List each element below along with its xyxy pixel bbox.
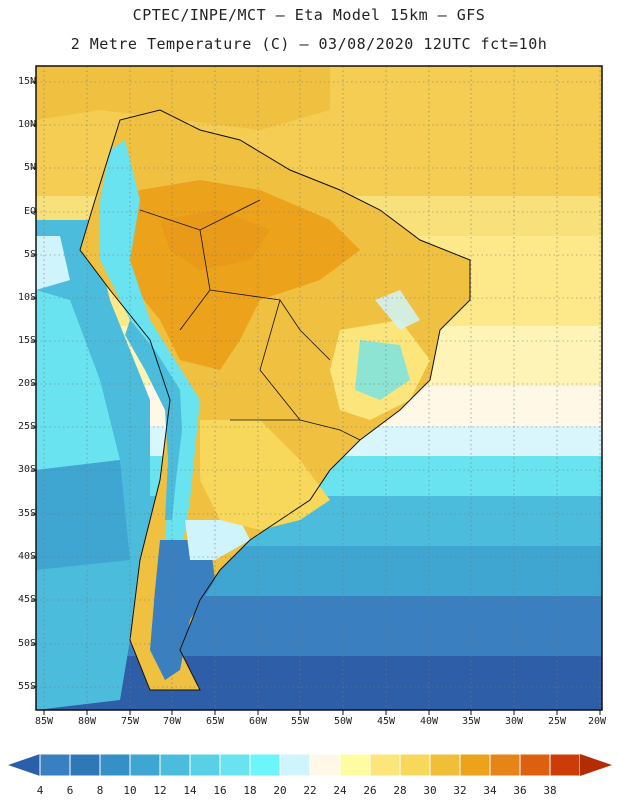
lon-label: 40W [419,716,439,727]
colorbar-swatch [399,753,431,777]
lat-label: 20S [17,378,36,389]
colorbar-label: 18 [243,784,257,797]
colorbar-label: 16 [213,784,227,797]
lat-label: 55S [17,681,36,692]
colorbar-label: 20 [273,784,287,797]
colorbar-swatch [129,753,161,777]
colorbar-label: 14 [183,784,197,797]
colorbar-label: 8 [96,784,104,797]
colorbar-label: 36 [513,784,527,797]
lat-label: 10S [17,292,36,303]
map-title-line-1: CPTEC/INPE/MCT – Eta Model 15km – GFS [132,6,486,24]
lat-label: 5N [23,162,36,173]
colorbar [8,753,612,777]
colorbar-label: 38 [543,784,557,797]
temperature-field [36,66,602,710]
colorbar-label: 28 [393,784,407,797]
lon-label: 30W [504,716,524,727]
lat-label: 50S [17,638,36,649]
lat-label: 30S [17,464,36,475]
lon-label: 50W [333,716,353,727]
colorbar-swatch [189,753,221,777]
lon-label: 20W [587,716,607,727]
colorbar-label: 24 [333,784,347,797]
lon-label: 65W [205,716,225,727]
lon-label: 35W [461,716,481,727]
colorbar-swatch [519,753,551,777]
colorbar-label: 26 [363,784,377,797]
colorbar-label: 4 [36,784,44,797]
lat-label: 35S [17,508,36,519]
colorbar-swatch [249,753,281,777]
colorbar-low-arrow [8,754,40,776]
colorbar-label: 10 [123,784,137,797]
lat-label: 45S [17,594,36,605]
colorbar-label: 12 [153,784,167,797]
lat-label: 40S [17,551,36,562]
colorbar-high-arrow [580,754,612,776]
lat-label: 5S [23,249,36,260]
lon-label: 75W [120,716,140,727]
colorbar-swatch [279,753,311,777]
colorbar-swatch [489,753,521,777]
colorbar-swatch [69,753,101,777]
colorbar-swatch [459,753,491,777]
graticule [36,66,602,710]
map-frame [35,65,603,711]
colorbar-swatch [159,753,191,777]
colorbar-label: 30 [423,784,437,797]
lon-label: 45W [376,716,396,727]
lon-label: 80W [77,716,97,727]
lat-label: 15S [17,335,36,346]
colorbar-swatch [99,753,131,777]
lat-label: 10N [17,119,36,130]
lat-label: 15N [17,76,36,87]
colorbar-swatch [549,753,581,777]
lon-label: 70W [162,716,182,727]
colorbar-swatch [429,753,461,777]
colorbar-swatch [309,753,341,777]
lon-label: 25W [547,716,567,727]
map-title-line-2: 2 Metre Temperature (C) – 03/08/2020 12U… [70,35,548,53]
colorbar-label: 6 [66,784,74,797]
lon-label: 55W [290,716,310,727]
colorbar-swatch [39,753,71,777]
lat-label: EQ [23,206,36,217]
lon-label: 60W [248,716,268,727]
colorbar-label: 32 [453,784,467,797]
colorbar-label: 34 [483,784,497,797]
lon-label: 85W [34,716,54,727]
colorbar-swatch [339,753,371,777]
colorbar-label: 22 [303,784,317,797]
colorbar-swatch [219,753,251,777]
lat-label: 25S [17,421,36,432]
colorbar-swatch [369,753,401,777]
